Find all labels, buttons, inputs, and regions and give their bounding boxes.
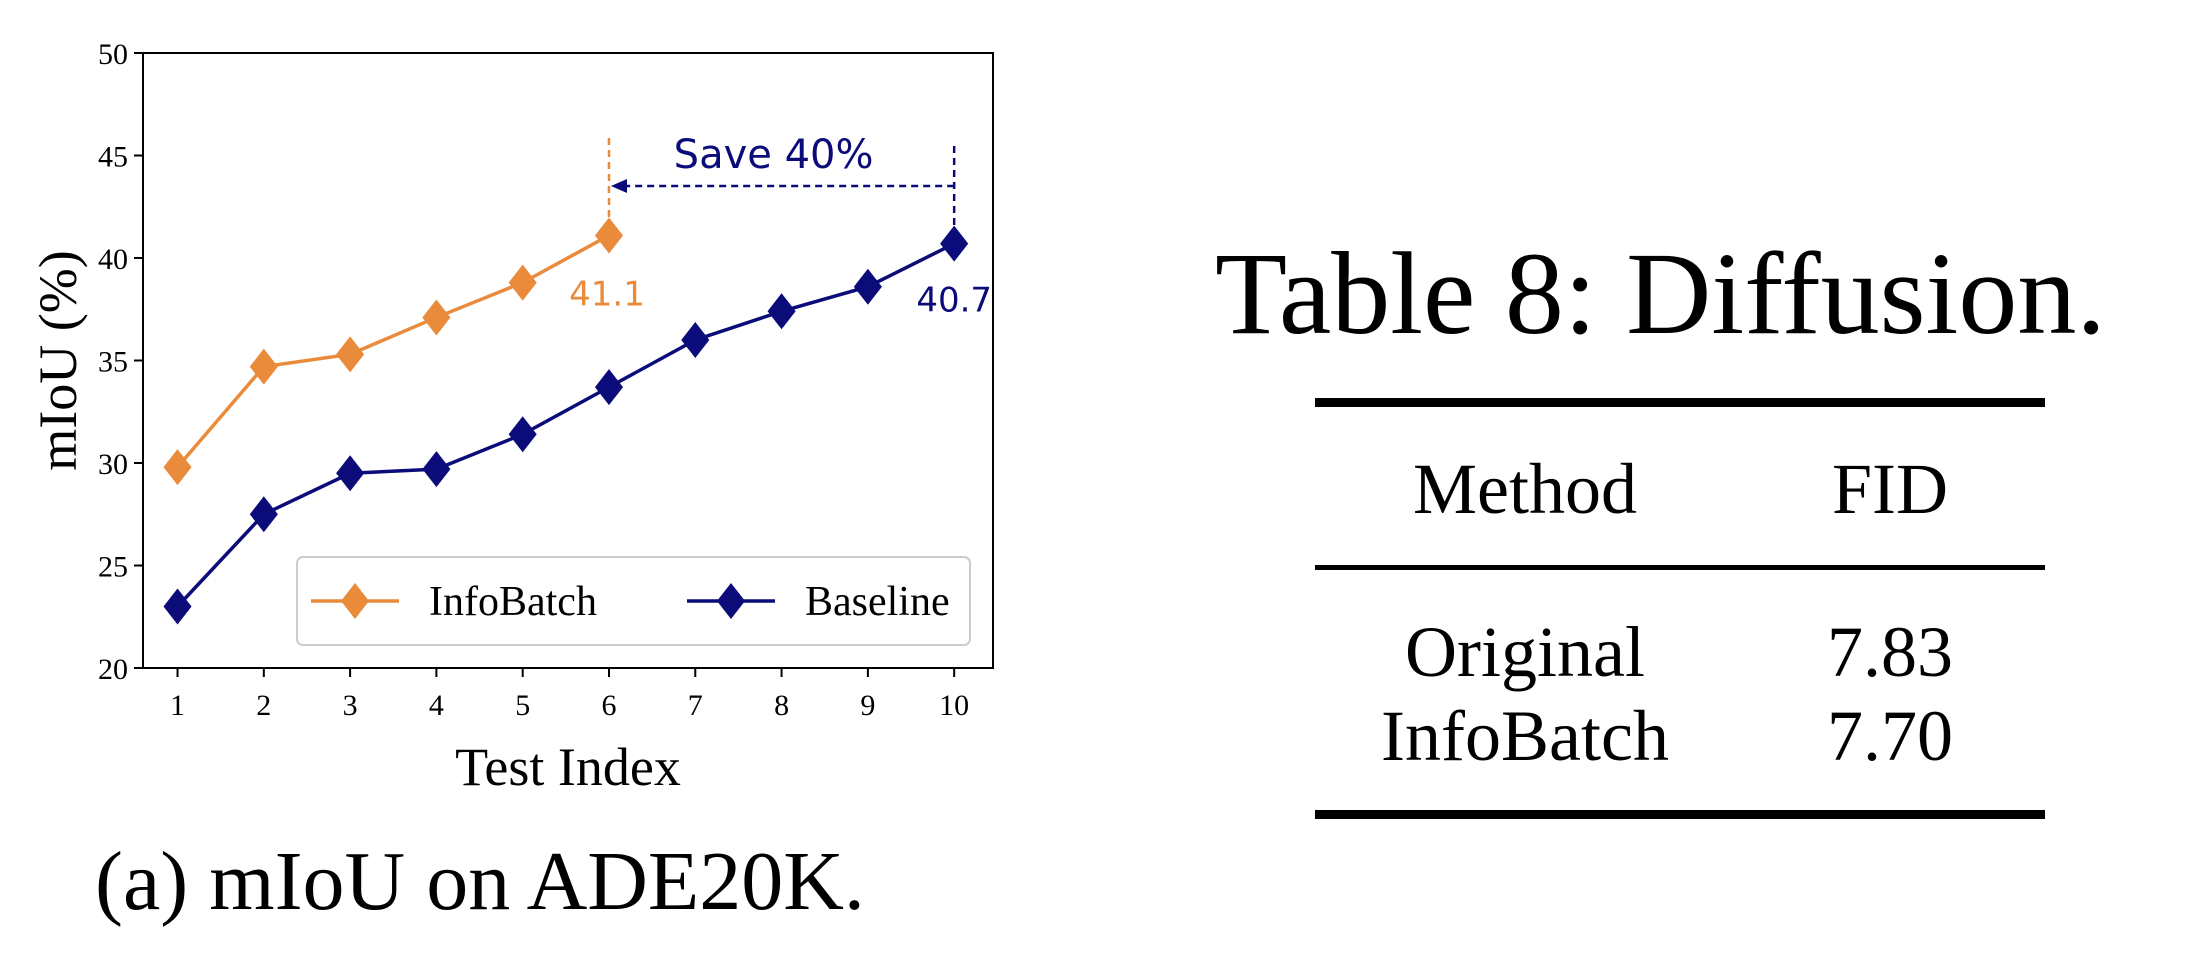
y-tick-label: 35 [98, 346, 128, 379]
x-tick-label: 10 [939, 689, 969, 722]
table-cell-fid: 7.83 [1827, 612, 1953, 692]
data-point-baseline [681, 322, 710, 358]
table-row: InfoBatch 7.70 [1315, 694, 2045, 778]
table-cell-method: Original [1405, 612, 1645, 692]
legend-label-baseline: Baseline [805, 579, 950, 625]
infobatch-end-label: 41.1 [569, 274, 645, 314]
y-tick-label: 40 [98, 243, 128, 276]
data-point-baseline [163, 588, 192, 625]
data-point-infobatch [594, 217, 624, 254]
x-tick-label: 6 [601, 689, 616, 722]
table-cell-fid: 7.70 [1827, 696, 1953, 776]
data-point-infobatch [249, 348, 278, 385]
y-tick-label: 20 [98, 653, 128, 686]
y-tick-label: 25 [98, 551, 128, 584]
x-tick-label: 1 [170, 689, 185, 722]
legend-box [296, 556, 971, 646]
series-line-baseline [176, 242, 955, 608]
x-tick-label: 5 [515, 689, 530, 722]
baseline-end-label: 40.7 [916, 281, 992, 321]
table-body: Original 7.83 InfoBatch 7.70 [1315, 570, 2045, 810]
x-tick-label: 8 [774, 689, 789, 722]
table-header-fid: FID [1831, 449, 1948, 529]
x-axis-label: Test Index [455, 737, 681, 797]
table-bottom-rule [1315, 810, 2045, 819]
data-point-baseline [422, 451, 451, 488]
table-top-rule [1315, 398, 2045, 407]
table-header-method: Method [1413, 449, 1637, 529]
data-point-infobatch [422, 299, 451, 336]
table-cell-method: InfoBatch [1381, 696, 1669, 776]
x-tick-label: 7 [688, 689, 703, 722]
x-tick-label: 2 [256, 689, 271, 722]
y-axis-label: mIoU (%) [28, 250, 88, 470]
data-point-baseline [940, 225, 969, 262]
data-point-baseline [508, 416, 537, 453]
table-header-row: Method FID [1315, 407, 2045, 565]
data-point-baseline [767, 293, 796, 330]
figure-caption: (a) mIoU on ADE20K. [95, 835, 865, 928]
data-point-infobatch [508, 264, 537, 301]
legend-marker-infobatch [340, 583, 370, 619]
x-tick-label: 4 [429, 689, 444, 722]
x-tick-label: 3 [343, 689, 358, 722]
y-tick-label: 30 [98, 448, 128, 481]
save-arrow-head [610, 179, 627, 193]
data-point-baseline [594, 369, 624, 406]
legend-label-infobatch: InfoBatch [429, 579, 597, 625]
table-row: Original 7.83 [1315, 610, 2045, 694]
data-point-baseline [336, 455, 365, 492]
data-point-baseline [853, 268, 882, 305]
x-tick-label: 9 [860, 689, 875, 722]
results-table: Method FID Original 7.83 InfoBatch 7.70 [1315, 398, 2045, 819]
y-tick-label: 50 [98, 38, 128, 71]
data-point-baseline [249, 496, 278, 533]
table-mid-rule [1315, 565, 2045, 570]
save-label: Save 40% [674, 132, 874, 178]
series-line-infobatch [176, 233, 610, 469]
data-point-infobatch [336, 336, 365, 373]
legend-marker-baseline [716, 583, 746, 619]
y-tick-label: 45 [98, 141, 128, 174]
data-point-infobatch [163, 449, 192, 486]
table-title: Table 8: Diffusion. [1215, 228, 2106, 359]
